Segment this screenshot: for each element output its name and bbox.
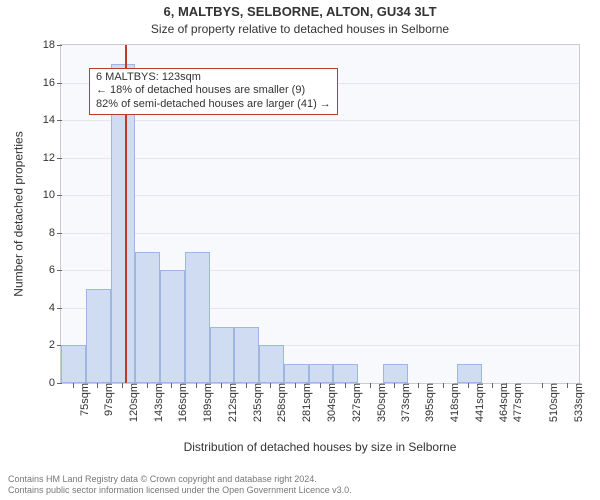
- x-tick-mark: [567, 383, 568, 388]
- x-tick-mark: [492, 383, 493, 388]
- x-tick-label: 350sqm: [374, 383, 388, 422]
- x-tick-mark: [147, 383, 148, 388]
- y-tick-label: 4: [49, 302, 61, 314]
- histogram-bar: [61, 345, 86, 383]
- histogram-bar: [210, 327, 235, 383]
- x-tick-label: 281sqm: [299, 383, 313, 422]
- x-tick-mark: [506, 383, 507, 388]
- x-tick-mark: [542, 383, 543, 388]
- x-tick-mark: [468, 383, 469, 388]
- chart-container: 6, MALTBYS, SELBORNE, ALTON, GU34 3LT Si…: [0, 0, 600, 500]
- x-tick-mark: [370, 383, 371, 388]
- histogram-bar: [259, 345, 284, 383]
- y-tick-label: 0: [49, 377, 61, 389]
- histogram-bar: [383, 364, 408, 383]
- footer-attribution: Contains HM Land Registry data © Crown c…: [8, 474, 592, 496]
- x-tick-mark: [345, 383, 346, 388]
- x-tick-label: 189sqm: [200, 383, 214, 422]
- callout-line: ← 18% of detached houses are smaller (9): [96, 84, 331, 98]
- y-tick-label: 6: [49, 264, 61, 276]
- histogram-bar: [135, 252, 160, 383]
- gridline: [61, 158, 579, 159]
- x-tick-mark: [171, 383, 172, 388]
- x-tick-mark: [97, 383, 98, 388]
- x-tick-label: 212sqm: [225, 383, 239, 422]
- x-tick-mark: [394, 383, 395, 388]
- gridline: [61, 233, 579, 234]
- histogram-bar: [284, 364, 309, 383]
- x-tick-mark: [122, 383, 123, 388]
- x-tick-label: 510sqm: [546, 383, 560, 422]
- x-tick-label: 120sqm: [126, 383, 140, 422]
- y-tick-label: 18: [43, 39, 61, 51]
- x-tick-label: 464sqm: [496, 383, 510, 422]
- x-tick-mark: [443, 383, 444, 388]
- x-tick-label: 97sqm: [101, 383, 115, 416]
- y-tick-label: 12: [43, 152, 61, 164]
- histogram-bar: [309, 364, 334, 383]
- x-tick-mark: [196, 383, 197, 388]
- x-tick-label: 258sqm: [274, 383, 288, 422]
- footer-line-2: Contains public sector information licen…: [8, 485, 592, 496]
- x-tick-mark: [295, 383, 296, 388]
- callout-line: 82% of semi-detached houses are larger (…: [96, 98, 331, 112]
- x-tick-label: 235sqm: [250, 383, 264, 422]
- histogram-bar: [185, 252, 210, 383]
- y-tick-label: 2: [49, 339, 61, 351]
- x-tick-label: 304sqm: [324, 383, 338, 422]
- x-tick-mark: [320, 383, 321, 388]
- x-tick-label: 166sqm: [175, 383, 189, 422]
- x-tick-mark: [418, 383, 419, 388]
- chart-subtitle: Size of property relative to detached ho…: [0, 20, 600, 36]
- footer-line-1: Contains HM Land Registry data © Crown c…: [8, 474, 592, 485]
- callout-box: 6 MALTBYS: 123sqm← 18% of detached house…: [89, 68, 338, 115]
- x-tick-label: 75sqm: [77, 383, 91, 416]
- x-tick-label: 533sqm: [571, 383, 585, 422]
- histogram-bar: [234, 327, 259, 383]
- x-tick-mark: [270, 383, 271, 388]
- y-tick-label: 10: [43, 189, 61, 201]
- y-tick-label: 8: [49, 227, 61, 239]
- plot-area: 0246810121416186 MALTBYS: 123sqm← 18% of…: [60, 44, 580, 384]
- x-tick-mark: [221, 383, 222, 388]
- gridline: [61, 120, 579, 121]
- x-tick-label: 441sqm: [472, 383, 486, 422]
- callout-line: 6 MALTBYS: 123sqm: [96, 71, 331, 85]
- x-axis-label: Distribution of detached houses by size …: [60, 440, 580, 454]
- y-tick-label: 16: [43, 77, 61, 89]
- x-tick-label: 373sqm: [398, 383, 412, 422]
- chart-title: 6, MALTBYS, SELBORNE, ALTON, GU34 3LT: [0, 0, 600, 20]
- histogram-bar: [457, 364, 482, 383]
- histogram-bar: [160, 270, 185, 383]
- gridline: [61, 195, 579, 196]
- x-tick-label: 477sqm: [510, 383, 524, 422]
- x-tick-label: 418sqm: [447, 383, 461, 422]
- x-tick-label: 327sqm: [349, 383, 363, 422]
- x-tick-label: 395sqm: [422, 383, 436, 422]
- x-tick-mark: [73, 383, 74, 388]
- y-axis-label: Number of detached properties: [12, 44, 26, 384]
- histogram-bar: [86, 289, 111, 383]
- x-tick-mark: [246, 383, 247, 388]
- histogram-bar: [333, 364, 358, 383]
- x-tick-label: 143sqm: [151, 383, 165, 422]
- y-tick-label: 14: [43, 114, 61, 126]
